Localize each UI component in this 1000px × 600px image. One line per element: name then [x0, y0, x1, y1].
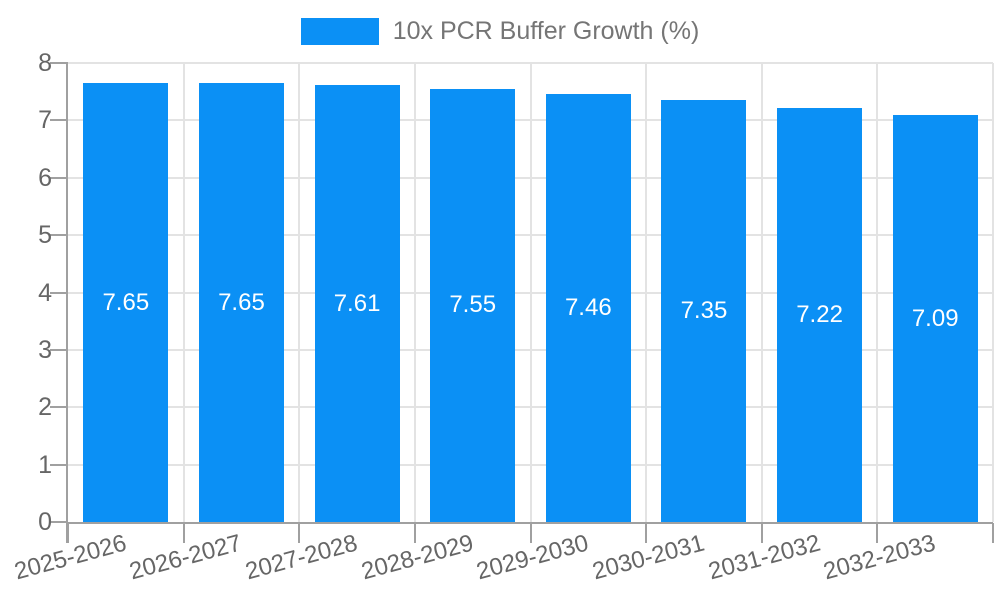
gridline-vertical [298, 63, 301, 522]
y-axis-tick-mark [50, 119, 68, 122]
bar-value-label: 7.46 [564, 293, 612, 321]
y-axis-line [66, 63, 68, 543]
gridline-vertical [529, 63, 532, 522]
y-axis-tick-mark [50, 463, 68, 466]
y-axis-tick-mark [50, 348, 68, 351]
y-axis-tick-mark [50, 62, 68, 64]
gridline-vertical [876, 63, 879, 522]
bar[interactable]: 7.09 [892, 115, 978, 522]
bar[interactable]: 7.35 [661, 100, 747, 522]
y-axis-tick-label: 8 [38, 49, 52, 77]
bar[interactable]: 7.22 [777, 107, 863, 522]
bar-value-label: 7.22 [796, 300, 843, 328]
y-axis-tick-label: 4 [38, 278, 52, 307]
gridline-vertical [760, 63, 763, 522]
bar[interactable]: 7.55 [430, 88, 516, 522]
gridline-vertical [645, 63, 648, 522]
gridline-vertical [182, 63, 185, 522]
gridline-vertical [413, 63, 416, 522]
x-axis-tick-mark [67, 523, 69, 543]
bar-value-label: 7.65 [218, 288, 265, 316]
y-axis-tick-mark [50, 234, 68, 237]
bar[interactable]: 7.46 [545, 93, 631, 522]
y-axis-tick-label: 2 [38, 393, 52, 422]
y-axis-tick-mark [50, 521, 68, 523]
y-axis-tick-label: 7 [38, 106, 52, 135]
bar-value-label: 7.61 [333, 289, 381, 317]
y-axis-tick-label: 6 [38, 163, 52, 192]
bar[interactable]: 7.65 [198, 83, 284, 522]
x-axis-tick-mark [760, 523, 763, 543]
x-axis-tick-mark [413, 523, 416, 543]
x-axis-tick-mark [992, 523, 994, 543]
x-axis-tick-mark [298, 523, 301, 543]
legend-swatch [300, 17, 379, 45]
x-axis-tick-mark [529, 523, 532, 543]
y-axis-tick-label: 0 [38, 508, 52, 536]
y-axis-tick-mark [50, 406, 68, 409]
legend-label: 10x PCR Buffer Growth (%) [392, 17, 700, 45]
bar-value-label: 7.65 [102, 288, 150, 316]
gridline-vertical [992, 63, 994, 522]
bar[interactable]: 7.61 [314, 85, 400, 522]
y-axis-tick-label: 1 [38, 450, 52, 479]
x-axis-tick-mark [876, 523, 879, 543]
x-axis-tick-mark [645, 523, 648, 543]
y-axis-tick-label: 5 [38, 221, 52, 250]
bar-value-label: 7.09 [911, 304, 959, 332]
bar[interactable]: 7.65 [83, 83, 169, 522]
x-axis-tick-mark [182, 523, 185, 543]
x-axis-line [66, 522, 993, 524]
y-axis-tick-mark [50, 176, 68, 179]
y-axis-tick-label: 3 [38, 335, 52, 364]
bar-value-label: 7.35 [680, 297, 728, 325]
bar-value-label: 7.55 [449, 291, 497, 319]
y-axis-tick-mark [50, 291, 68, 294]
legend[interactable]: 10x PCR Buffer Growth (%) [0, 14, 1000, 48]
